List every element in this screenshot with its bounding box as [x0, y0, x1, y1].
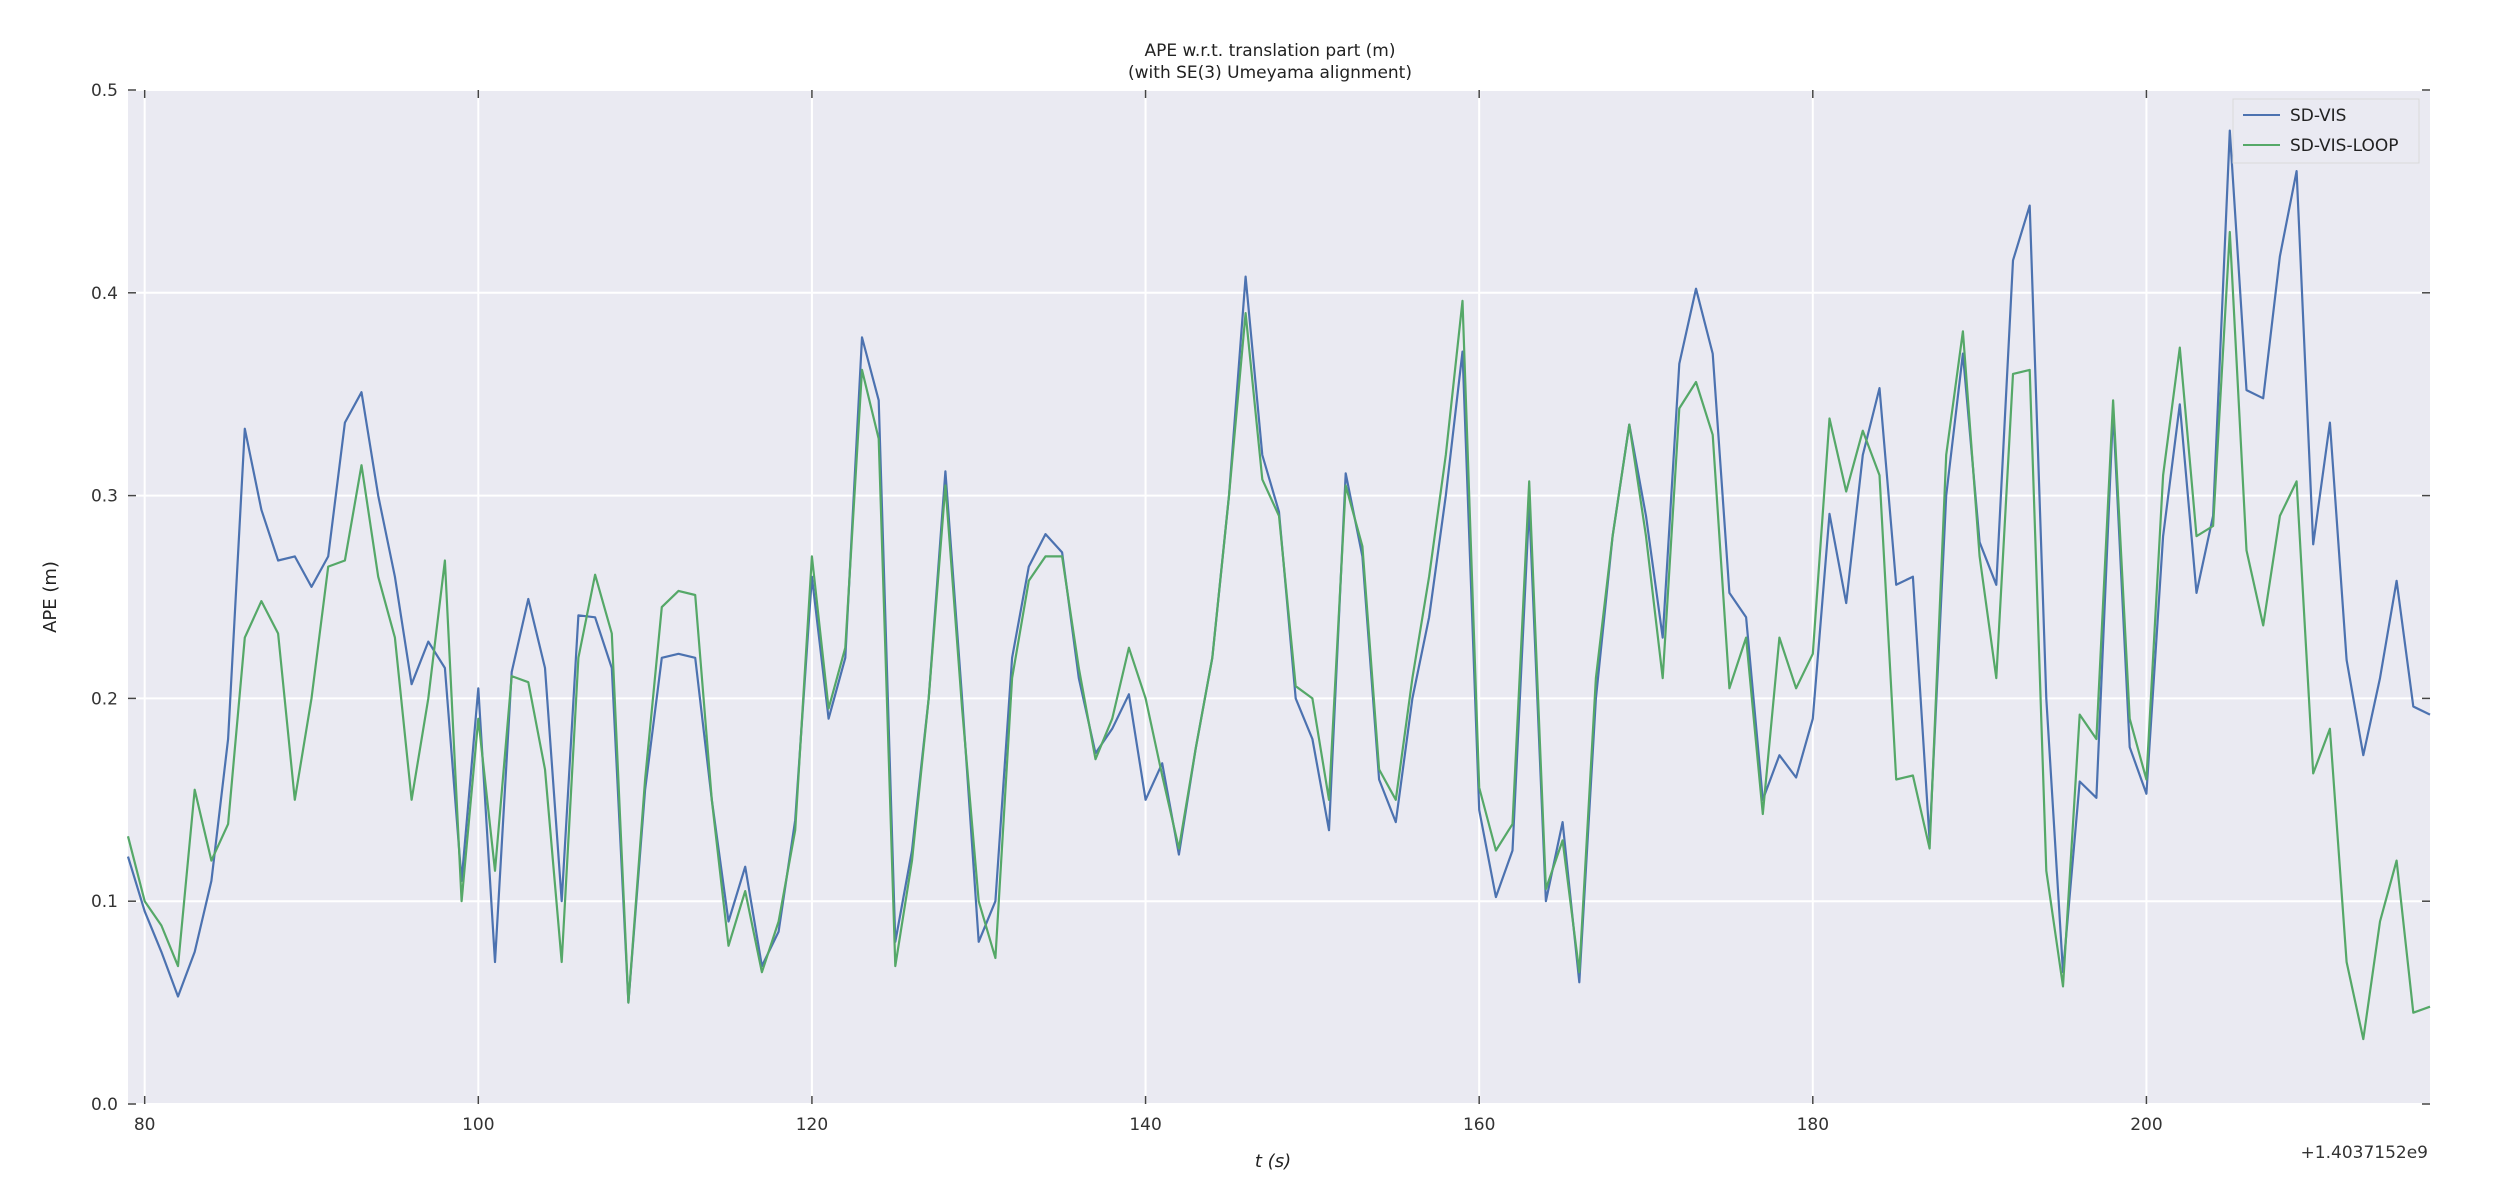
x-tick-label: 100	[462, 1115, 494, 1135]
series-layer	[126, 129, 2431, 1041]
x-axis-offset-label: +1.4037152e9	[2301, 1143, 2428, 1163]
axis-tick-labels: 80 100 120 140 160 180 200 0.0 0.1 0.2 0.3 0.4 0.5	[91, 81, 2163, 1135]
series-line-sd-vis-loop	[126, 230, 2431, 1041]
chart-subtitle: (with SE(3) Umeyama alignment)	[1128, 63, 1412, 83]
chart-title: APE w.r.t. translation part (m)	[1145, 41, 1396, 61]
legend: SD-VIS SD-VIS-LOOP	[2232, 98, 2420, 164]
y-tick-label: 0.0	[91, 1095, 118, 1115]
x-tick-label: 160	[1463, 1115, 1495, 1135]
plot-background	[128, 90, 2430, 1104]
x-axis-label: t (s)	[1255, 1151, 1291, 1172]
x-tick-label: 120	[796, 1115, 828, 1135]
axis-ticks	[128, 89, 2430, 1105]
y-tick-label: 0.3	[91, 487, 118, 507]
x-tick-label: 180	[1797, 1115, 1829, 1135]
x-tick-label: 140	[1129, 1115, 1161, 1135]
legend-label-sd-vis: SD-VIS	[2290, 106, 2346, 126]
series-line-sd-vis	[126, 129, 2431, 1004]
y-tick-label: 0.4	[91, 284, 118, 304]
y-tick-label: 0.2	[91, 689, 118, 709]
legend-label-sd-vis-loop: SD-VIS-LOOP	[2290, 136, 2398, 156]
y-tick-label: 0.5	[91, 81, 118, 101]
legend-box	[2232, 98, 2420, 164]
y-tick-label: 0.1	[91, 892, 118, 912]
x-tick-label: 200	[2130, 1115, 2162, 1135]
y-axis-label: APE (m)	[40, 561, 61, 633]
x-tick-label: 80	[134, 1115, 156, 1135]
